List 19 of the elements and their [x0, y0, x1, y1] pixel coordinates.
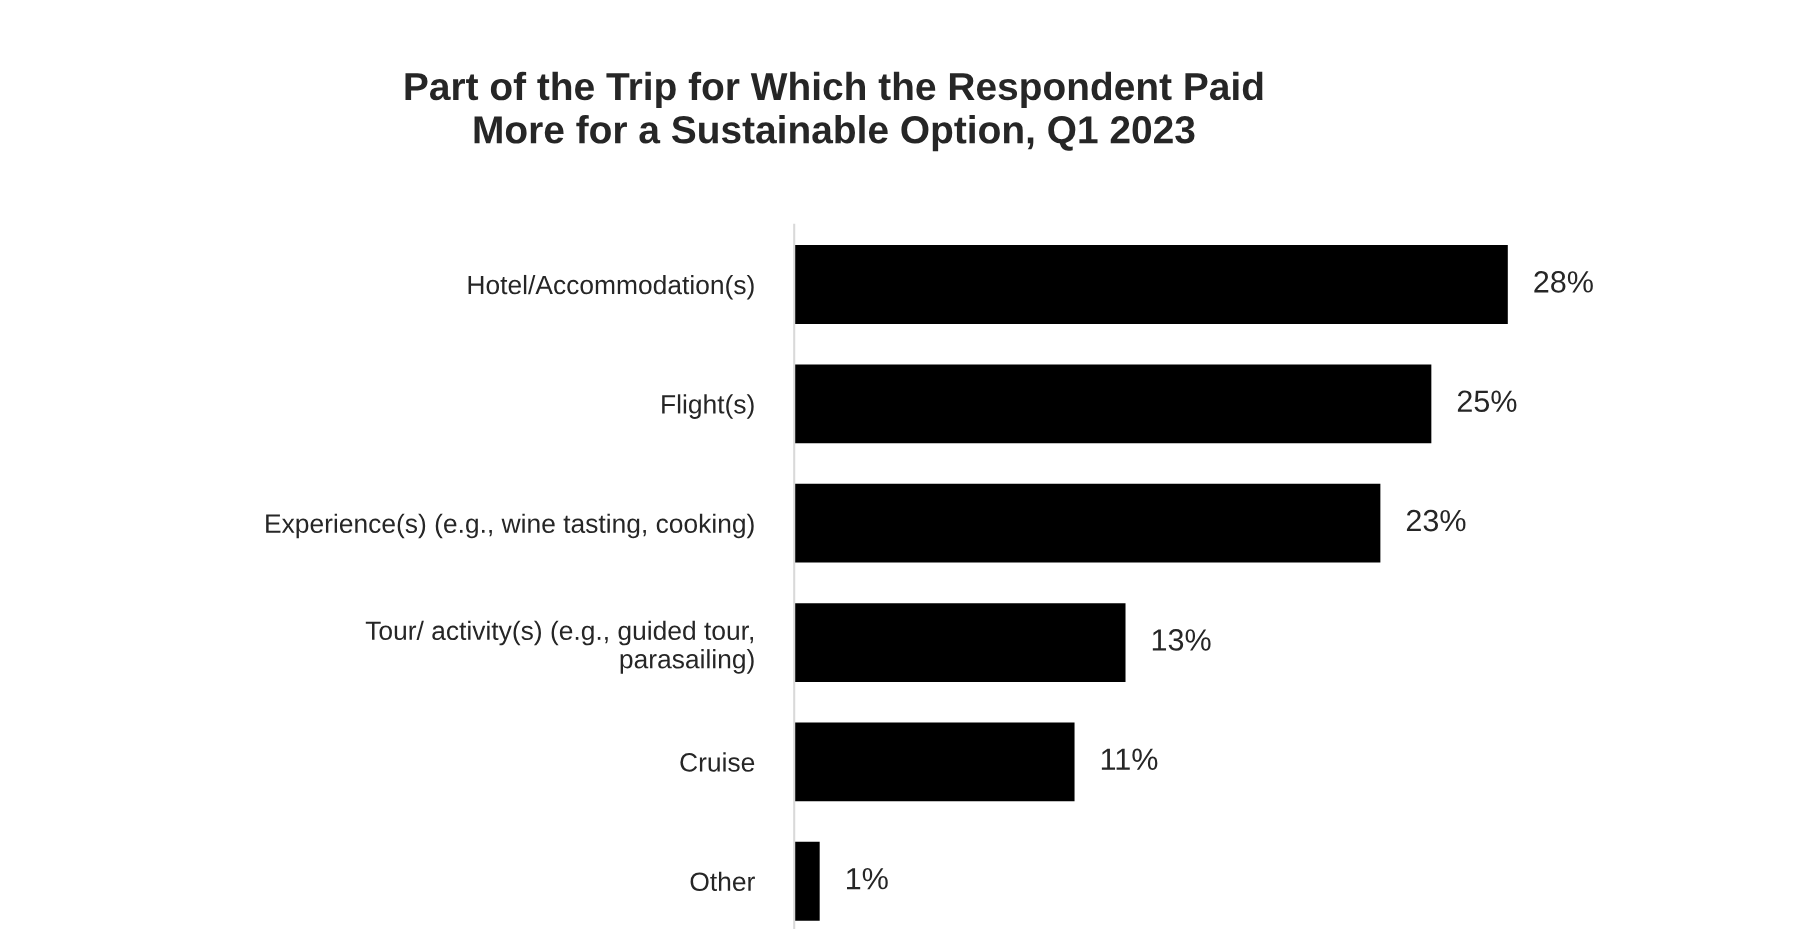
y-tick-label: Other — [690, 871, 755, 892]
data-label: 1% — [847, 867, 888, 890]
data-label: 28% — [1534, 271, 1593, 293]
data-label: 23% — [1406, 509, 1466, 532]
bar — [794, 722, 1075, 802]
bar — [794, 841, 820, 921]
bar — [794, 483, 1381, 563]
bar — [794, 245, 1508, 324]
y-tick-label: Flight(s) — [662, 394, 754, 419]
data-label: 25% — [1457, 390, 1517, 413]
bar — [794, 603, 1126, 682]
bar — [794, 364, 1432, 444]
data-label: 13% — [1152, 629, 1211, 651]
chart-title: Part of the Trip for Which the Respondent Paid More for a Sustainable Option, Q1 2023 — [405, 71, 1263, 152]
y-tick-label: Cruise — [680, 752, 755, 772]
y-tick-label: Tour/ activity(s) (e.g., guided tour, parasailing) — [365, 620, 754, 674]
data-label: 11% — [1101, 748, 1158, 770]
y-tick-label: Hotel/Accommodation(s) — [468, 274, 754, 300]
y-tick-label: Experience(s) (e.g., wine tasting, cooking) — [266, 513, 754, 539]
